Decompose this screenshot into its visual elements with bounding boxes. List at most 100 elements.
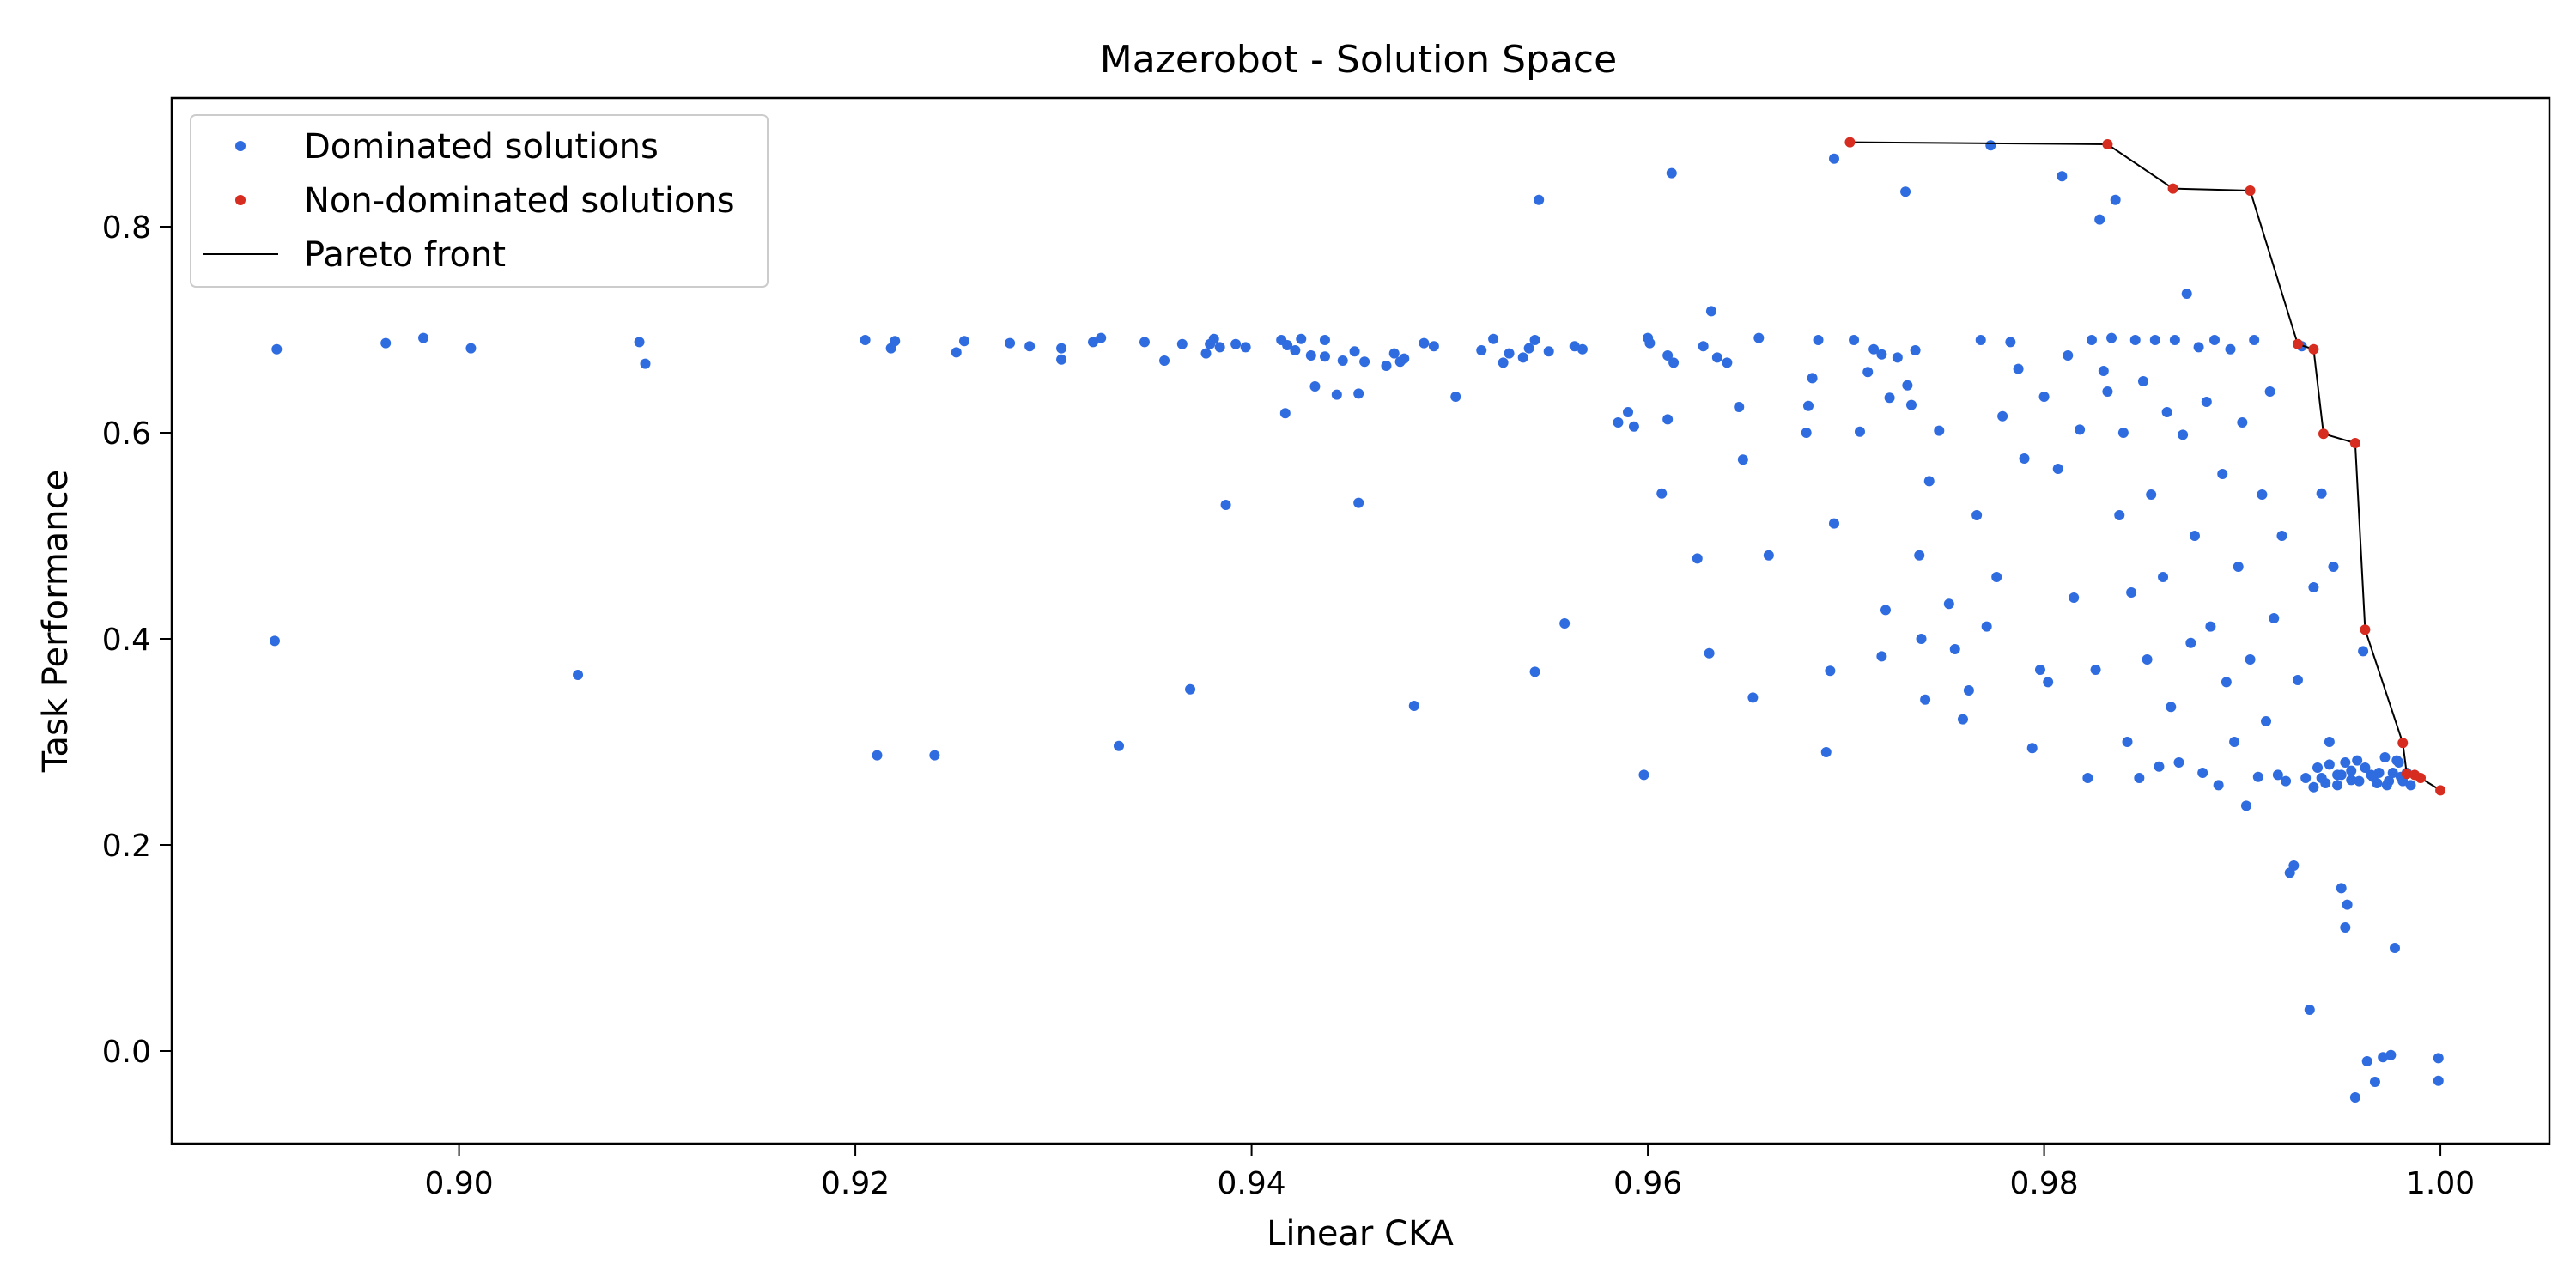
dominated-point [2369, 1077, 2380, 1087]
dominated-point [1176, 338, 1188, 349]
dominated-point [2154, 761, 2165, 772]
dominated-point [1498, 357, 1509, 368]
dominated-point [1934, 425, 1945, 436]
dominated-point [2324, 759, 2335, 770]
dominated-point [640, 358, 651, 369]
dominated-point [2233, 562, 2244, 572]
dominated-point [2360, 762, 2371, 773]
dominated-point [2082, 773, 2093, 783]
dominated-point [1902, 380, 1913, 391]
dominated-point [2106, 332, 2117, 343]
dominated-point [1849, 335, 1860, 345]
dominated-point [2189, 531, 2200, 541]
dominated-point [1854, 426, 1865, 437]
y-tick-label: 0.2 [102, 829, 151, 864]
dominated-point [2354, 775, 2365, 787]
dominated-point [1666, 167, 1677, 179]
dominated-point [1056, 354, 1067, 365]
x-tick-label: 0.94 [1218, 1166, 1286, 1201]
legend-label-nondominated: Non-dominated solutions [304, 181, 735, 221]
dominated-point [2340, 757, 2351, 768]
dominated-point [1319, 351, 1330, 362]
dominated-point [1208, 333, 1219, 344]
legend-marker-nondominated [235, 195, 246, 205]
dominated-point [1559, 618, 1571, 629]
dominated-point [1914, 550, 1925, 561]
dominated-point [1005, 337, 1016, 349]
dominated-point [2391, 755, 2403, 766]
dominated-point [1359, 356, 1370, 368]
dominated-point [890, 336, 901, 347]
dominated-point [1668, 357, 1680, 368]
dominated-point [1113, 740, 1124, 751]
dominated-point [1305, 350, 1316, 361]
dominated-point [1997, 410, 2008, 422]
x-tick-label: 0.90 [425, 1166, 494, 1201]
dominated-point [1963, 685, 1974, 696]
dominated-point [2213, 780, 2224, 791]
dominated-point [2158, 572, 2169, 582]
dominated-point [2063, 350, 2074, 361]
dominated-point [1905, 399, 1917, 410]
dominated-point [1892, 352, 1903, 363]
y-tick-label: 0.4 [102, 623, 151, 658]
dominated-point [2205, 621, 2216, 632]
dominated-point [1971, 510, 1983, 520]
dominated-point [1828, 153, 1839, 164]
dominated-point [1876, 349, 1887, 360]
dominated-point [1747, 692, 1759, 703]
dominated-point [2340, 922, 2351, 933]
dominated-point [1349, 346, 1360, 357]
non-dominated-point [1844, 137, 1856, 148]
dominated-point [2086, 335, 2097, 345]
dominated-point [2069, 592, 2080, 603]
dominated-point [1656, 488, 1668, 499]
legend-label-pareto: Pareto front [304, 235, 506, 275]
dominated-point [1662, 414, 1674, 425]
dominated-point [1923, 476, 1935, 487]
dominated-point [1698, 341, 1709, 352]
dominated-point [465, 343, 477, 354]
dominated-point [2034, 665, 2045, 675]
dominated-point [2316, 773, 2327, 783]
dominated-point [1282, 340, 1293, 350]
x-tick-label: 0.92 [821, 1166, 890, 1201]
dominated-point [2052, 464, 2063, 474]
dominated-point [2225, 343, 2236, 355]
dominated-point [2378, 1052, 2389, 1063]
dominated-point [2173, 757, 2184, 768]
dominated-point [1159, 355, 1170, 366]
dominated-point [1900, 186, 1911, 197]
dominated-point [2217, 469, 2228, 479]
dominated-point [1543, 346, 1554, 357]
non-dominated-point [2397, 738, 2409, 749]
dominated-point [2169, 335, 2180, 345]
dominated-point [2433, 1053, 2444, 1064]
dominated-point [1139, 337, 1150, 348]
dominated-point [1623, 407, 1634, 417]
dominated-point [1991, 572, 2002, 582]
dominated-point [2304, 1005, 2315, 1015]
dominated-point [2257, 489, 2268, 500]
y-tick-label: 0.0 [102, 1035, 151, 1070]
dominated-point [2272, 769, 2283, 781]
non-dominated-point [2167, 183, 2178, 194]
dominated-point [2433, 1075, 2444, 1086]
x-tick-label: 0.96 [1613, 1166, 1682, 1201]
dominated-point [2352, 755, 2363, 766]
dominated-point [2122, 737, 2133, 747]
dominated-point [1428, 341, 1439, 352]
dominated-point [1704, 647, 1715, 659]
dominated-point [2026, 743, 2038, 754]
dominated-point [2387, 768, 2398, 778]
dominated-point [2332, 780, 2343, 791]
dominated-point [1279, 408, 1291, 419]
dominated-point [2264, 386, 2275, 397]
dominated-point [1220, 500, 1231, 510]
dominated-point [1488, 333, 1499, 344]
dominated-point [2149, 335, 2160, 345]
dominated-point [2038, 392, 2050, 402]
dominated-point [1087, 337, 1098, 348]
dominated-point [1353, 388, 1364, 399]
dominated-point [1957, 714, 1968, 725]
